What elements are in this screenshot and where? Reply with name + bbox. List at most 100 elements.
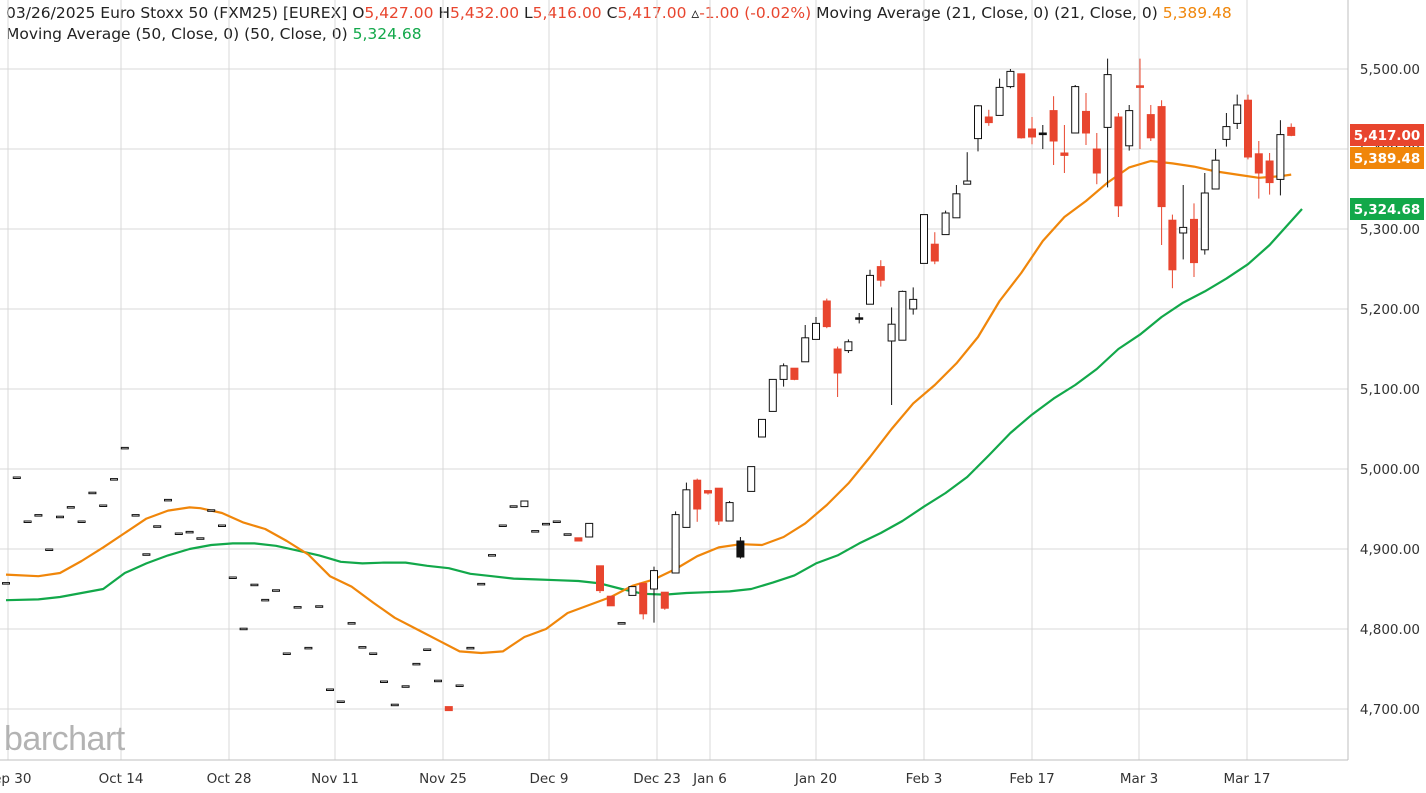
candle [768,378,777,412]
candle [596,565,604,592]
candle [56,515,64,519]
candle [941,212,950,236]
candle [563,533,572,536]
y-tick-label: 5,000.00 [1360,462,1420,478]
candle [1179,226,1188,234]
candle [952,193,961,219]
candle [250,583,259,587]
candle [1125,110,1134,147]
candle [639,582,648,615]
candle [1071,86,1080,134]
candle [272,589,280,592]
candle [12,476,21,479]
x-tick-label: Oct 14 [99,771,144,787]
candle [693,479,702,510]
candle [1168,219,1177,271]
candle [358,646,367,649]
ma21-legend-value: 5,389.48 [1162,4,1232,22]
candle [455,684,464,687]
candle [466,646,475,650]
candle [995,86,1004,116]
candle [34,514,43,517]
candle [1211,159,1220,190]
y-tick-label: 4,900.00 [1360,542,1420,558]
candle [714,487,723,522]
low-label: L [524,4,533,22]
x-tick-label: Feb 17 [1009,771,1054,787]
price-label-text-last: 5,417.00 [1354,128,1421,144]
candle [509,505,518,508]
candle [1038,132,1047,136]
x-tick-label: Nov 25 [419,771,467,787]
x-tick-label: Jan 6 [692,771,727,787]
ma50-legend-value: 5,324.68 [352,25,422,43]
change-label: ▵ [691,4,700,22]
low-value: 5,416.00 [532,4,602,22]
y-tick-label: 5,300.00 [1360,222,1420,238]
candle [369,652,378,655]
candle [822,300,831,328]
candle [174,532,183,535]
candle [2,582,10,585]
candle [1190,218,1198,264]
candle [779,365,788,380]
candle [682,489,691,528]
price-label-ma21 [1350,147,1424,169]
candle [390,703,399,707]
candle [574,537,583,542]
candle [304,646,313,650]
candle [660,591,669,609]
candle [1265,160,1274,184]
candle [812,322,820,340]
x-tick-label: Sep 30 [0,771,31,787]
candle [1049,110,1058,142]
candle [1136,85,1144,88]
candle [1114,116,1123,207]
candle [801,337,810,363]
candle [347,622,356,625]
candle [228,576,237,579]
candle [66,506,75,509]
candle [401,685,410,688]
candle [23,520,32,523]
ma50-line [5,208,1303,602]
candle [725,502,734,522]
candle [488,554,496,557]
candle [261,598,270,602]
candle [736,540,745,558]
header-line-1: 03/26/2025 Euro Stoxx 50 (FXM25) [EUREX]… [6,4,1232,22]
candle [855,317,864,320]
candle [531,530,540,533]
candle [131,514,140,517]
candle [747,466,756,492]
candle [1146,114,1155,139]
close-value: 5,417.00 [617,4,687,22]
candle [142,553,151,556]
candle [552,520,561,523]
candle [293,606,302,609]
candle [1157,106,1166,208]
header-line-2: Moving Average (50, Close, 0) (50, Close… [6,25,422,43]
candle [477,582,486,586]
x-tick-label: Jan 20 [794,771,837,787]
candle [444,706,453,712]
candle [164,498,172,502]
x-tick-label: Dec 9 [529,771,568,787]
candle [99,504,108,507]
candle [1103,74,1112,128]
ma21-line [5,159,1292,655]
candle [282,652,291,655]
candle [326,688,334,691]
candle [1060,152,1069,156]
x-tick-label: Feb 3 [906,771,943,787]
candle [866,274,874,305]
candle [1254,153,1263,174]
candle [585,522,594,538]
high-label: H [438,4,451,22]
y-tick-label: 5,200.00 [1360,302,1420,318]
candle [380,680,388,683]
close-label: C [606,4,618,22]
ma50-legend-params: (50, Close, 0) [244,25,348,43]
candle [45,548,54,551]
